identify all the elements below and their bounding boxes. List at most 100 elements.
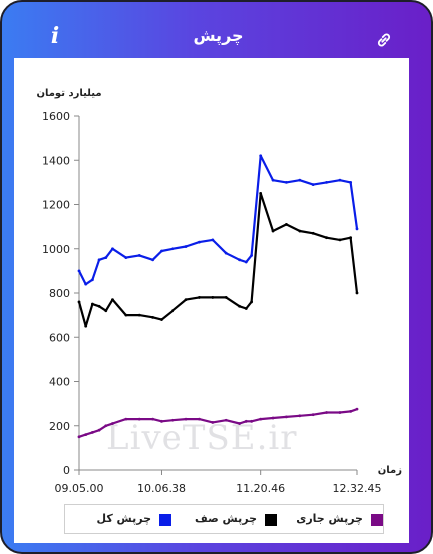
series-point-1 bbox=[97, 304, 101, 308]
legend-item-queue: چرپش صف bbox=[171, 512, 277, 528]
series-point-0 bbox=[124, 256, 128, 259]
series-point-0 bbox=[97, 258, 101, 262]
legend-label-current: چرپش جاری bbox=[296, 512, 363, 525]
series-point-2 bbox=[298, 414, 302, 418]
x-tick-label: 11.20.46 bbox=[236, 482, 285, 495]
series-point-1 bbox=[171, 309, 175, 313]
link-icon[interactable] bbox=[374, 30, 394, 50]
y-tick-label: 800 bbox=[49, 287, 70, 300]
series-point-0 bbox=[160, 249, 163, 253]
y-tick-label: 600 bbox=[49, 331, 70, 344]
series-line-1 bbox=[77, 192, 359, 328]
series-point-1 bbox=[160, 318, 163, 321]
series-point-1 bbox=[111, 298, 114, 302]
series-point-2 bbox=[244, 419, 248, 423]
series-point-1 bbox=[311, 231, 315, 235]
series-point-1 bbox=[151, 315, 154, 319]
chart: 0 200 400 600 800 1000 1200 1400 1600 09.05.00 10.… bbox=[36, 88, 402, 495]
legend-swatch-queue bbox=[265, 514, 277, 526]
series-point-2 bbox=[271, 416, 275, 420]
series-point-2 bbox=[325, 411, 328, 414]
y-tick-label: 0 bbox=[63, 464, 70, 477]
y-tick-label: 1000 bbox=[42, 243, 70, 256]
series-point-2 bbox=[355, 407, 359, 411]
y-tick-label: 1400 bbox=[42, 154, 70, 167]
series-point-0 bbox=[84, 282, 88, 286]
chart-panel: LiveTSE.ir 0 200 400 600 800 1000 1200 1400 1600… bbox=[14, 58, 409, 543]
series-point-1 bbox=[184, 298, 188, 302]
series-point-0 bbox=[137, 253, 141, 257]
series-point-0 bbox=[238, 258, 241, 262]
series-point-1 bbox=[84, 324, 88, 328]
series-point-2 bbox=[160, 419, 163, 423]
series-point-2 bbox=[137, 417, 141, 421]
series-point-2 bbox=[97, 428, 101, 432]
series-point-1 bbox=[355, 291, 359, 295]
header-bar: i چرپش bbox=[2, 2, 433, 72]
series-point-0 bbox=[349, 180, 353, 184]
series-point-2 bbox=[224, 418, 228, 422]
x-tick-label: 10.06.38 bbox=[137, 482, 186, 495]
series-point-0 bbox=[271, 178, 275, 182]
y-tick-label: 1200 bbox=[42, 199, 70, 212]
series-point-0 bbox=[250, 253, 254, 257]
series-point-0 bbox=[298, 178, 302, 182]
series-point-2 bbox=[124, 417, 128, 421]
series-point-0 bbox=[285, 180, 288, 184]
series-point-1 bbox=[124, 313, 128, 317]
series-point-1 bbox=[285, 223, 288, 226]
series-point-0 bbox=[338, 178, 342, 182]
series-point-0 bbox=[171, 247, 175, 251]
series-point-0 bbox=[184, 245, 188, 248]
y-tick-label: 200 bbox=[49, 420, 70, 433]
series-point-0 bbox=[198, 240, 201, 244]
series-point-0 bbox=[325, 180, 328, 184]
series-point-1 bbox=[224, 296, 228, 299]
chart-legend: چرپش کل چرپش صف چرپش جاری bbox=[64, 504, 384, 534]
series-point-2 bbox=[90, 430, 94, 434]
x-tick-label: 09.05.00 bbox=[55, 482, 104, 495]
series-point-2 bbox=[184, 417, 188, 421]
series-point-1 bbox=[271, 229, 275, 233]
series-point-2 bbox=[211, 421, 215, 424]
series-point-2 bbox=[77, 435, 81, 439]
series-point-2 bbox=[171, 418, 175, 422]
page-title: چرپش bbox=[193, 26, 244, 45]
series-point-0 bbox=[90, 278, 94, 282]
series-point-1 bbox=[238, 304, 241, 308]
y-tick-label: 1600 bbox=[42, 110, 70, 123]
series-point-2 bbox=[111, 422, 114, 425]
series-point-0 bbox=[259, 154, 263, 158]
series-point-0 bbox=[151, 258, 154, 262]
series-line-2 bbox=[78, 408, 358, 438]
series-point-0 bbox=[311, 183, 315, 186]
series-point-1 bbox=[137, 313, 141, 317]
y-axis-label: میلیارد تومان bbox=[36, 88, 101, 99]
series-point-2 bbox=[198, 417, 201, 421]
x-tick-label: 12.32.45 bbox=[333, 482, 382, 495]
series-point-1 bbox=[90, 302, 94, 306]
series-point-0 bbox=[224, 251, 228, 255]
series-point-1 bbox=[104, 309, 108, 313]
legend-label-total: چرپش کل bbox=[96, 512, 152, 525]
series-point-1 bbox=[244, 307, 248, 310]
series-point-2 bbox=[104, 424, 108, 428]
series-point-2 bbox=[259, 417, 263, 421]
info-icon[interactable]: i bbox=[50, 23, 60, 49]
series-point-2 bbox=[311, 413, 315, 417]
series-point-1 bbox=[250, 300, 254, 304]
series-point-1 bbox=[198, 296, 201, 299]
series-point-1 bbox=[298, 229, 302, 233]
watermark: LiveTSE.ir bbox=[106, 418, 298, 458]
series-line-0 bbox=[78, 154, 359, 286]
series-point-1 bbox=[325, 236, 328, 240]
series-point-2 bbox=[250, 419, 254, 423]
legend-swatch-current bbox=[371, 514, 383, 526]
series-point-2 bbox=[84, 433, 88, 436]
x-axis-label: زمان bbox=[378, 465, 402, 476]
series-point-2 bbox=[151, 417, 154, 421]
legend-item-total: چرپش کل bbox=[65, 512, 171, 528]
series-point-2 bbox=[238, 422, 241, 425]
series-point-1 bbox=[259, 192, 263, 195]
